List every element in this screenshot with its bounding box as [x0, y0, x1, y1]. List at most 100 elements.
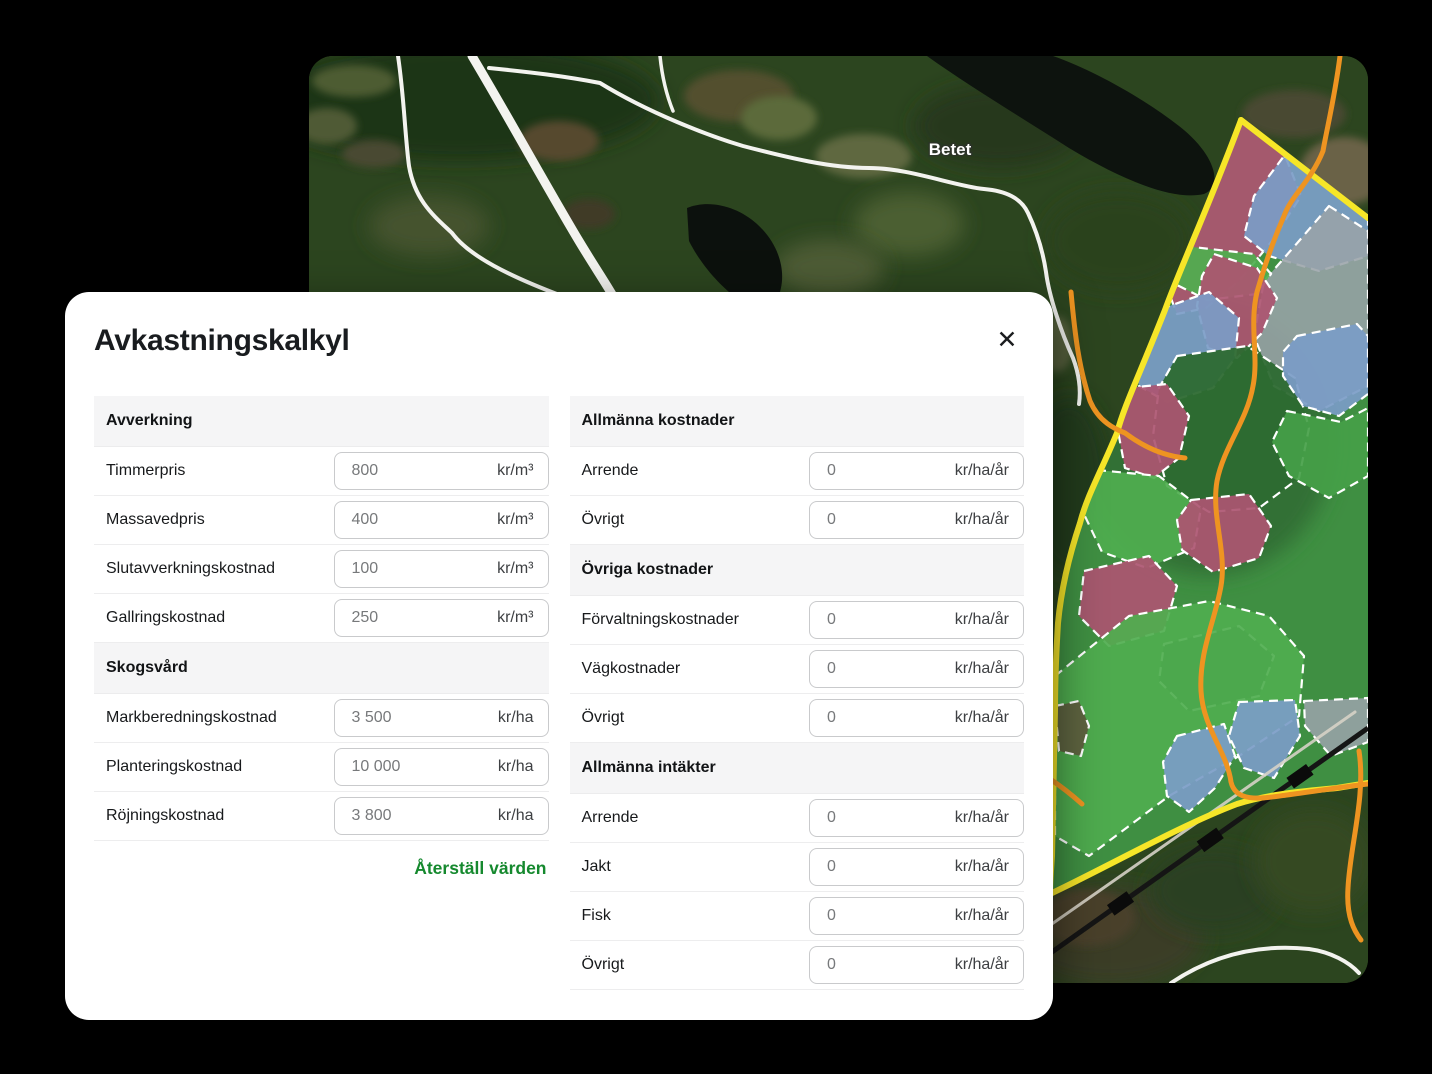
roads [396, 56, 1361, 983]
fisk-input[interactable]: 0 kr/ha/år [809, 897, 1024, 935]
ovrigt-intakt-input[interactable]: 0 kr/ha/år [809, 946, 1024, 984]
field-value[interactable]: 3 800 [351, 807, 392, 824]
pond [687, 204, 783, 300]
lake [927, 56, 1215, 196]
field-label: Markberedningskostnad [106, 709, 277, 726]
form-row: Övrigt 0 kr/ha/år [569, 694, 1024, 743]
field-value[interactable]: 0 [827, 511, 836, 528]
field-label: Slutavverkningskostnad [106, 560, 275, 577]
form-row: Gallringskostnad 250 kr/m³ [94, 594, 549, 643]
map-place-label: Betet [929, 140, 972, 159]
field-value[interactable]: 250 [351, 609, 379, 626]
field-label: Planteringskostnad [106, 758, 243, 775]
railway [1017, 722, 1368, 980]
field-unit: kr/ha [497, 709, 534, 726]
field-unit: kr/ha/år [954, 956, 1009, 973]
column-right: Allmänna kostnader Arrende 0 kr/ha/år Öv… [569, 396, 1024, 990]
jakt-input[interactable]: 0 kr/ha/år [809, 848, 1024, 886]
form-row: Övrigt 0 kr/ha/år [569, 496, 1024, 545]
parcel-green [1053, 599, 1306, 858]
form-row: Övrigt 0 kr/ha/år [569, 941, 1024, 990]
field-value[interactable]: 0 [827, 462, 836, 479]
field-value[interactable]: 100 [351, 560, 379, 577]
timmerpris-input[interactable]: 800 kr/m³ [333, 452, 549, 490]
field-value[interactable]: 0 [827, 956, 836, 973]
field-label: Övrigt [581, 511, 625, 528]
parcel-blue [1227, 698, 1302, 780]
field-unit: kr/ha/år [954, 462, 1009, 479]
field-label: Övrigt [581, 956, 625, 973]
field-unit: kr/ha/år [954, 709, 1009, 726]
form-row: Arrende 0 kr/ha/år [569, 447, 1024, 496]
field-label: Arrende [581, 462, 639, 479]
field-label: Övrigt [581, 709, 625, 726]
form-row: Röjningskostnad 3 800 kr/ha [94, 792, 549, 841]
dialog-avkastningskalkyl: Avkastningskalkyl ✕ Avverkning Timmerpri… [65, 292, 1053, 1020]
field-label: Vägkostnader [581, 660, 681, 677]
form-row: Jakt 0 kr/ha/år [569, 843, 1024, 892]
field-unit: kr/m³ [497, 462, 534, 479]
reset-values-link[interactable]: Återställ värden [414, 858, 547, 878]
property-boundary [1047, 117, 1368, 897]
form-row: Förvaltningskostnader 0 kr/ha/år [569, 596, 1024, 645]
form-row: Vägkostnader 0 kr/ha/år [569, 645, 1024, 694]
ovrigt-kostnad-input[interactable]: 0 kr/ha/år [809, 501, 1024, 539]
field-value[interactable]: 0 [827, 660, 836, 677]
field-value[interactable]: 0 [827, 809, 836, 826]
form-row: Timmerpris 800 kr/m³ [94, 447, 549, 496]
ovrigt-ovriga-input[interactable]: 0 kr/ha/år [809, 699, 1024, 737]
form-row: Massavedpris 400 kr/m³ [94, 496, 549, 545]
rojningskostnad-input[interactable]: 3 800 kr/ha [333, 797, 549, 835]
close-button[interactable]: ✕ [989, 322, 1025, 358]
gallringskostnad-input[interactable]: 250 kr/m³ [333, 599, 549, 637]
field-unit: kr/ha/år [954, 809, 1009, 826]
arrende-intakt-input[interactable]: 0 kr/ha/år [809, 799, 1024, 837]
field-value[interactable]: 0 [827, 907, 836, 924]
field-value[interactable]: 0 [827, 858, 836, 875]
section-header-allmanna-intakter: Allmänna intäkter [569, 743, 1024, 794]
field-label: Timmerpris [106, 462, 186, 479]
massavedpris-input[interactable]: 400 kr/m³ [333, 501, 549, 539]
parcel-dark-green [1151, 344, 1311, 514]
field-value[interactable]: 10 000 [351, 758, 401, 775]
parcel-blue [1281, 322, 1368, 418]
vagkostnader-input[interactable]: 0 kr/ha/år [809, 650, 1024, 688]
forvaltningskostnader-input[interactable]: 0 kr/ha/år [809, 601, 1024, 639]
planteringskostnad-input[interactable]: 10 000 kr/ha [333, 748, 549, 786]
form-row: Slutavverkningskostnad 100 kr/m³ [94, 545, 549, 594]
dialog-columns: Avverkning Timmerpris 800 kr/m³ Massaved… [65, 396, 1053, 990]
section-header-skogsvard: Skogsvård [94, 643, 549, 694]
section-header-ovriga-kostnader: Övriga kostnader [569, 545, 1024, 596]
field-label: Massavedpris [106, 511, 205, 528]
parcel-olive [1053, 699, 1091, 758]
slutavverkningskostnad-input[interactable]: 100 kr/m³ [333, 550, 549, 588]
column-left: Avverkning Timmerpris 800 kr/m³ Massaved… [94, 396, 549, 990]
field-value[interactable]: 0 [827, 709, 836, 726]
field-label: Fisk [581, 907, 611, 924]
form-row: Arrende 0 kr/ha/år [569, 794, 1024, 843]
field-unit: kr/m³ [497, 560, 534, 577]
field-unit: kr/ha [497, 758, 534, 775]
field-value[interactable]: 0 [827, 611, 836, 628]
form-row: Fisk 0 kr/ha/år [569, 892, 1024, 941]
field-label: Gallringskostnad [106, 609, 226, 626]
field-label: Förvaltningskostnader [581, 611, 739, 628]
section-header-allmanna-kostnader: Allmänna kostnader [569, 396, 1024, 447]
field-value[interactable]: 3 500 [351, 709, 392, 726]
parcel-green [1270, 406, 1368, 500]
form-row: Markberedningskostnad 3 500 kr/ha [94, 694, 549, 743]
field-unit: kr/ha/år [954, 660, 1009, 677]
field-unit: kr/ha/år [954, 511, 1009, 528]
section-header-avverkning: Avverkning [94, 396, 549, 447]
arrende-kostnad-input[interactable]: 0 kr/ha/år [809, 452, 1024, 490]
field-value[interactable]: 400 [351, 511, 379, 528]
field-label: Röjningskostnad [106, 807, 225, 824]
field-value[interactable]: 800 [351, 462, 379, 479]
field-unit: kr/ha [497, 807, 534, 824]
field-unit: kr/ha/år [954, 611, 1009, 628]
markberedningskostnad-input[interactable]: 3 500 kr/ha [333, 699, 549, 737]
dialog-title: Avkastningskalkyl [94, 324, 350, 357]
field-unit: kr/ha/år [954, 907, 1009, 924]
field-label: Arrende [581, 809, 639, 826]
